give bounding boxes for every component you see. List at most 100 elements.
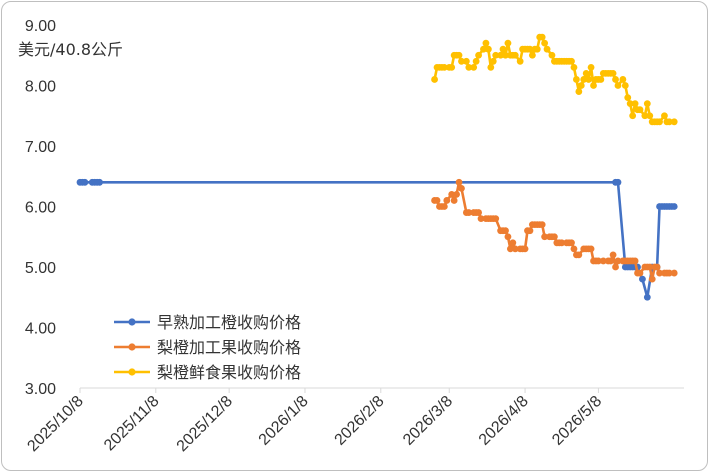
data-point [504, 233, 512, 241]
data-point [475, 209, 482, 216]
legend-item: 早熟加工橙收购价格 [114, 313, 301, 332]
legend-item: 梨橙鲜食果收购价格 [114, 363, 301, 382]
data-point [568, 239, 575, 247]
plot-lines [76, 33, 678, 301]
data-point [661, 112, 668, 120]
data-point [577, 82, 585, 89]
data-point [585, 76, 593, 83]
data-point [656, 269, 663, 277]
y-tick-label: 9.00 [25, 18, 56, 35]
legend-item: 梨橙加工果收购价格 [114, 338, 301, 357]
data-point [462, 57, 470, 65]
data-point [646, 263, 654, 271]
data-point [511, 51, 519, 59]
data-point [665, 118, 673, 126]
data-point [551, 233, 558, 241]
data-point [458, 184, 465, 192]
data-point [443, 197, 451, 204]
data-point [455, 51, 463, 59]
data-point [587, 63, 595, 71]
data-point [590, 82, 597, 89]
x-tick-label: 2026/4/8 [476, 393, 532, 449]
data-point [475, 51, 482, 59]
y-tick-label: 4.00 [25, 321, 56, 338]
legend-marker [128, 368, 136, 376]
data-point [631, 100, 639, 108]
data-point [614, 178, 622, 186]
data-point [573, 76, 580, 83]
data-point [570, 245, 578, 253]
data-point [570, 63, 578, 71]
data-point [631, 257, 639, 265]
series-1 [76, 178, 678, 301]
data-point [484, 45, 492, 53]
y-tick-label: 3.00 [25, 381, 56, 398]
data-point [641, 112, 649, 120]
data-point [646, 112, 654, 120]
data-point [626, 100, 634, 108]
data-point [482, 39, 490, 47]
data-point [497, 51, 504, 59]
data-point [670, 118, 678, 126]
data-point [538, 221, 546, 229]
legend-marker [128, 318, 136, 326]
data-point [587, 245, 595, 253]
data-point [472, 57, 480, 65]
data-point [558, 239, 566, 247]
data-point [516, 57, 524, 65]
data-point [465, 63, 473, 71]
y-tick-label: 6.00 [25, 200, 56, 217]
data-point [670, 203, 678, 210]
data-point [492, 215, 500, 223]
data-point [656, 118, 663, 126]
x-tick-label: 2025/11/8 [101, 393, 163, 455]
data-point [612, 76, 619, 83]
series-line [78, 181, 676, 299]
data-point [506, 245, 514, 253]
y-tick-label: 7.00 [25, 139, 56, 156]
data-point [526, 45, 534, 53]
data-point [597, 76, 605, 83]
data-point [568, 57, 575, 65]
data-point [487, 63, 495, 71]
series-3 [431, 33, 678, 126]
data-point [477, 215, 485, 223]
data-point [595, 257, 602, 265]
data-point [582, 70, 590, 77]
data-point [502, 51, 509, 59]
data-point [538, 33, 546, 41]
data-point [614, 257, 622, 265]
data-point [636, 106, 644, 114]
x-tick-label: 2026/1/8 [256, 393, 312, 449]
data-point [614, 82, 622, 89]
series-2 [431, 178, 678, 283]
data-point [643, 293, 651, 301]
y-axis-ticks: 3.00 4.00 5.00 6.00 7.00 8.00 9.00 [25, 18, 56, 398]
data-point [458, 57, 465, 65]
data-point [548, 51, 556, 59]
data-point [533, 45, 541, 53]
legend-label: 梨橙加工果收购价格 [157, 338, 301, 357]
data-point [607, 257, 615, 265]
data-point [499, 45, 507, 53]
data-point [433, 197, 441, 204]
data-point [629, 112, 637, 120]
data-point [504, 39, 512, 47]
data-point [541, 233, 549, 241]
legend-label: 梨橙鲜食果收购价格 [157, 363, 301, 382]
data-point [509, 239, 517, 247]
unit-label: 美元/40.8公斤 [18, 40, 123, 59]
data-point [612, 263, 619, 271]
x-tick-label: 2026/3/8 [400, 393, 456, 449]
data-point [81, 178, 89, 186]
data-point [492, 51, 500, 59]
legend-label: 早熟加工橙收购价格 [157, 313, 301, 332]
data-point [643, 100, 651, 108]
data-point [489, 57, 497, 65]
x-tick-label: 2026/2/8 [332, 393, 388, 449]
data-point [619, 76, 627, 83]
data-point [480, 45, 487, 53]
data-point [665, 269, 673, 277]
